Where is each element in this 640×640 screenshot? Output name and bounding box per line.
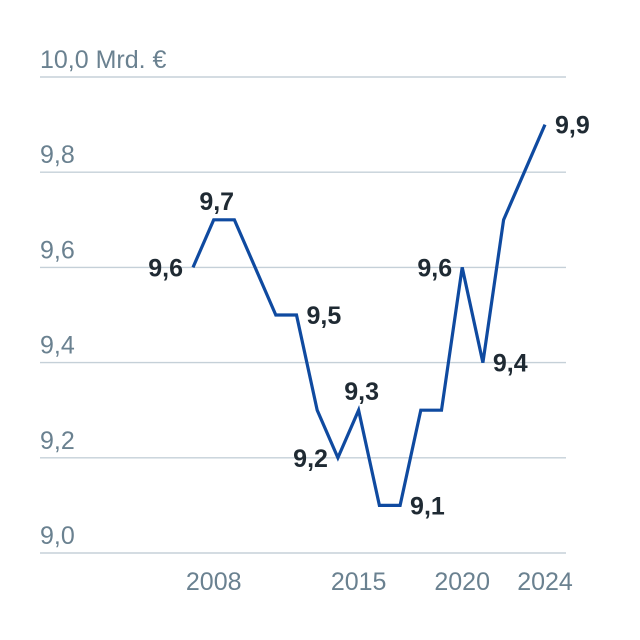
y-tick-label: 9,2 [40, 427, 75, 455]
y-axis-tick-labels: 10,0 Mrd. € 9,8 9,6 9,4 9,2 9,0 [40, 46, 167, 550]
gridlines [40, 76, 566, 554]
data-label: 9,9 [555, 112, 590, 140]
y-tick-label: 9,4 [40, 332, 75, 360]
data-label: 9,1 [410, 492, 445, 520]
x-tick-label: 2008 [186, 568, 242, 596]
data-label: 9,6 [148, 254, 183, 282]
series-line [191, 123, 547, 507]
data-label: 9,3 [344, 378, 379, 406]
y-tick-label: 9,6 [40, 236, 75, 264]
x-tick-label: 2024 [517, 568, 573, 596]
y-tick-label: 10,0 Mrd. € [40, 46, 167, 74]
y-tick-label: 9,8 [40, 141, 75, 169]
x-axis-tick-labels: 2008 2015 2020 2024 [186, 568, 573, 596]
data-label: 9,2 [293, 445, 328, 473]
data-labels: 9,6 9,7 9,5 9,2 9,3 9,1 9,6 9,4 9,9 [148, 112, 590, 521]
x-tick-label: 2015 [331, 568, 387, 596]
data-label: 9,4 [493, 350, 528, 378]
y-tick-label: 9,0 [40, 522, 75, 550]
data-label: 9,7 [199, 188, 234, 216]
data-label: 9,6 [417, 254, 452, 282]
x-tick-label: 2020 [434, 568, 490, 596]
data-label: 9,5 [307, 302, 342, 330]
series-layer [191, 123, 547, 507]
